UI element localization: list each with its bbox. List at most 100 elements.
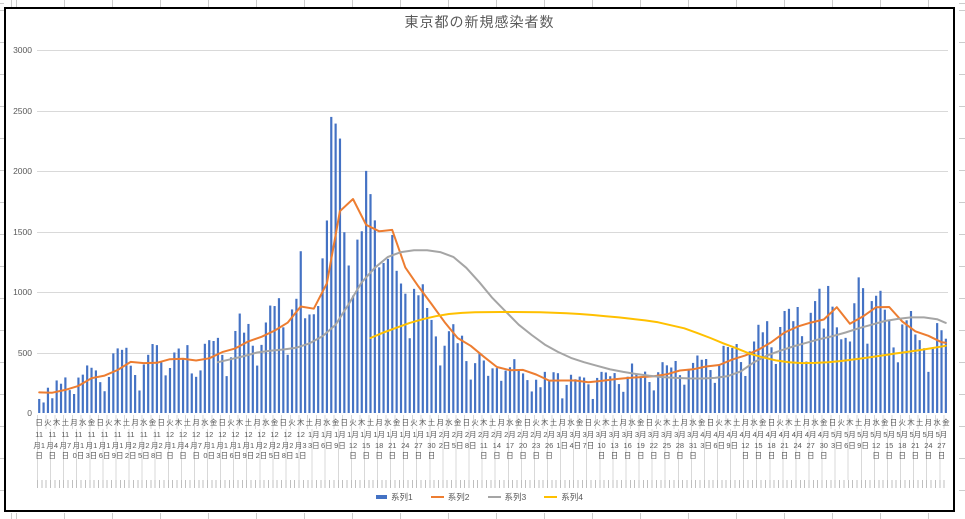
bar [378,267,381,413]
bar [73,394,76,413]
bar [731,348,734,413]
bar [835,327,838,413]
bar [818,288,821,413]
date-label: 1月3日 [307,430,320,450]
bar [766,321,769,413]
bar [626,376,629,413]
dow-label: 火 [776,418,784,427]
bar [129,365,132,413]
bar [504,370,507,413]
bar [508,367,512,413]
date-label: 1月27日 [412,430,425,460]
dow-label: 火 [715,418,723,427]
chart-title: 東京都の新規感染者数 [404,14,555,30]
bar [530,391,533,413]
date-label: 5月27日 [935,430,948,460]
category-tick-row [37,480,948,488]
dow-label: 月 [314,418,322,427]
bar [513,359,516,413]
date-label: 3月13日 [608,430,621,460]
dow-label: 木 [235,418,244,427]
bar [443,345,446,413]
bar [51,398,54,413]
legend-item-2[interactable]: 系列2 [430,491,470,503]
bar [748,351,751,413]
date-label: 4月30日 [817,430,830,460]
dow-label: 水 [872,418,880,427]
dow-label: 日 [828,418,837,427]
bar [229,357,233,413]
bar [465,361,468,413]
bar [304,318,307,413]
bar [164,375,167,413]
bar [696,355,699,413]
dow-label: 木 [907,418,915,427]
dow-label: 木 [357,418,366,427]
bar [844,337,847,413]
dow-label: 木 [419,418,427,427]
bar [552,372,555,413]
bar [556,373,560,413]
legend-item-1[interactable]: 系列1 [376,491,413,503]
bar [722,345,725,413]
bar [892,347,895,413]
dow-label: 水 [79,418,87,427]
legend-item-3[interactable]: 系列3 [487,491,526,503]
bar [617,384,621,413]
dow-label: 月 [924,418,933,427]
bar [840,339,843,413]
date-label: 12月25日 [268,430,281,460]
bar [944,338,947,413]
bar [38,398,41,413]
bar [909,311,913,413]
bar [587,384,590,413]
bar [290,309,294,413]
dow-label: 月 [131,418,139,427]
date-label: 3月22日 [647,430,660,460]
dow-label: 木 [846,418,854,427]
dow-label: 火 [593,418,601,427]
bar [574,379,577,413]
bar [757,324,760,413]
legend-item-4[interactable]: 系列4 [544,491,583,503]
bar [195,376,198,413]
bar [173,352,176,413]
dow-label: 木 [174,418,183,427]
bar [264,322,267,413]
date-label: 5月3日 [831,430,843,450]
bar [875,295,878,413]
bar [578,376,581,413]
bar [744,375,747,413]
date-label: 4月24日 [791,430,804,460]
bar [155,345,158,413]
dow-label: 日 [523,418,532,427]
bar [421,284,424,413]
date-label: 5月24日 [922,430,935,460]
dow-label: 火 [471,418,479,427]
bar [247,323,250,413]
bar [517,370,520,413]
spreadsheet-gridline-strip-top [0,0,965,7]
bar [460,335,464,413]
bar [395,270,398,413]
bar [940,330,943,413]
dow-label: 土 [488,418,497,427]
date-label: 12月10日 [203,430,215,460]
date-label: 12月19日 [242,430,255,460]
bar [46,387,50,413]
dow-label: 水 [445,418,453,427]
y-axis-tick-label: 0 [27,408,32,418]
dow-label: 月 [253,418,261,427]
bar [77,377,80,413]
dow-label: 木 [296,418,305,427]
series2-line [38,198,947,394]
bar [670,367,673,413]
bar [609,376,612,413]
chart-frame[interactable]: 東京都の新規感染者数 3000 2500 2000 1500 1000 500 0 日火木土… [4,7,955,512]
date-label: 11月4日 [46,430,59,460]
dow-label: 日 [96,418,104,427]
date-label: 12月13日 [216,430,229,460]
date-label: 2月8日 [464,430,477,450]
bar [866,343,869,413]
dow-label: 月 [802,418,811,427]
